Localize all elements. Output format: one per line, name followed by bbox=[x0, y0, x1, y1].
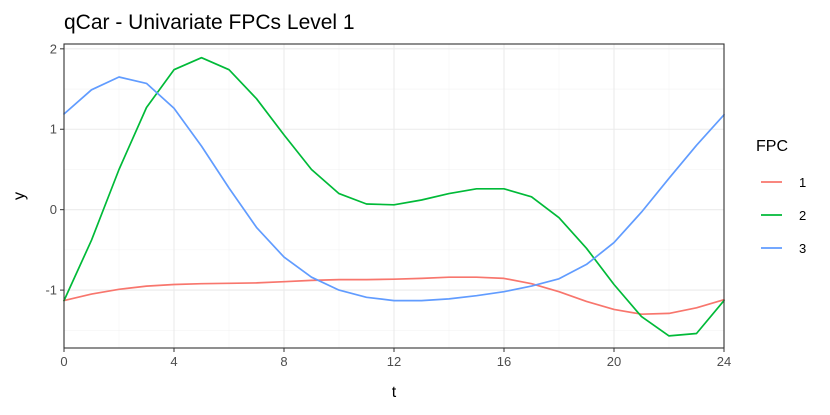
x-tick-label: 12 bbox=[387, 354, 401, 369]
legend-label-fpc-1: 1 bbox=[799, 175, 806, 190]
x-tick-label: 24 bbox=[717, 354, 731, 369]
grid bbox=[63, 44, 725, 348]
x-tick-label: 16 bbox=[497, 354, 511, 369]
chart-title: qCar - Univariate FPCs Level 1 bbox=[64, 11, 355, 34]
series-line-fpc-1 bbox=[63, 276, 725, 316]
legend: FPC 1 2 3 bbox=[756, 138, 806, 256]
series-lines bbox=[63, 56, 725, 337]
y-axis-title: y bbox=[11, 192, 28, 200]
y-tick-label: 0 bbox=[50, 202, 57, 217]
y-tick-label: -1 bbox=[45, 283, 57, 298]
x-tick-label: 0 bbox=[60, 354, 67, 369]
x-axis-title: t bbox=[392, 384, 397, 401]
x-tick-label: 4 bbox=[170, 354, 177, 369]
legend-title: FPC bbox=[756, 138, 788, 155]
x-tick-label: 8 bbox=[280, 354, 287, 369]
series-line-fpc-3 bbox=[63, 76, 725, 302]
series-line-fpc-2 bbox=[63, 56, 725, 337]
legend-label-fpc-2: 2 bbox=[799, 208, 806, 223]
legend-items: 1 2 3 bbox=[761, 175, 806, 256]
y-tick-label: 2 bbox=[50, 41, 57, 56]
legend-label-fpc-3: 3 bbox=[799, 241, 806, 256]
y-tick-label: 1 bbox=[50, 122, 57, 137]
x-tick-label: 20 bbox=[607, 354, 621, 369]
